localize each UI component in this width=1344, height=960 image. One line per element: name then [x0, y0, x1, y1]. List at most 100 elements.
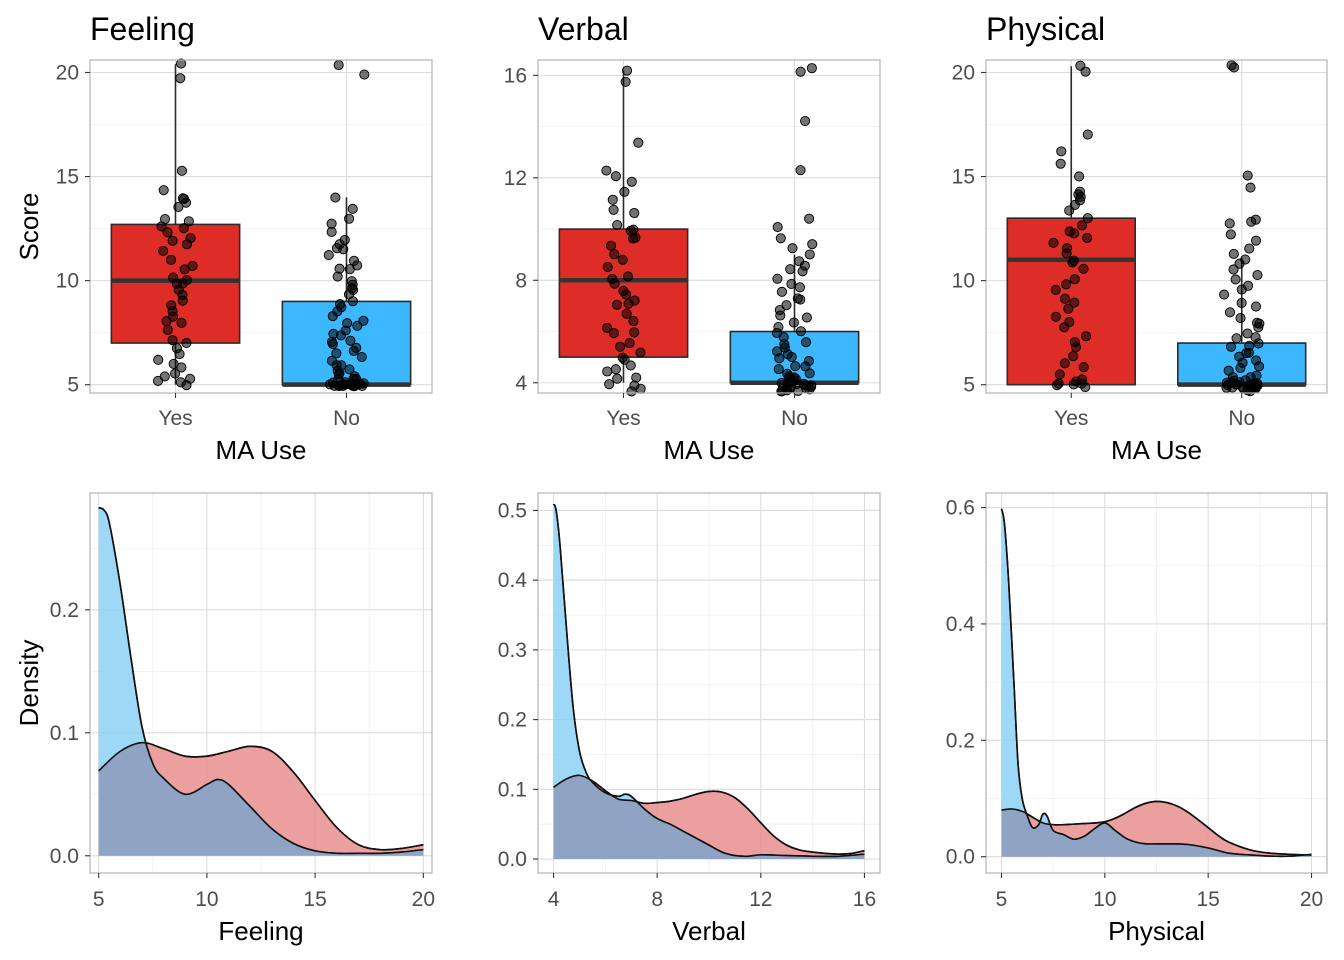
y-tick-label: 15	[952, 166, 975, 189]
data-point	[615, 341, 626, 352]
y-tick-label: 0.0	[50, 845, 79, 868]
x-tick-label: 16	[853, 888, 876, 911]
y-tick-label: 0.1	[498, 778, 527, 801]
data-point	[1056, 146, 1067, 157]
x-tick-label: Yes	[606, 407, 640, 430]
data-point	[1082, 129, 1093, 140]
data-point	[1078, 362, 1089, 373]
data-point	[181, 337, 192, 349]
x-axis-label: Physical	[1108, 916, 1205, 946]
data-point	[602, 322, 613, 333]
data-point	[785, 264, 796, 275]
data-point	[1059, 293, 1071, 304]
data-point	[633, 137, 644, 148]
data-point	[626, 176, 637, 187]
data-point	[1059, 358, 1070, 369]
data-point	[787, 243, 798, 254]
data-point	[1254, 361, 1265, 372]
data-point	[612, 219, 623, 231]
data-point	[344, 264, 355, 275]
data-point	[624, 338, 635, 349]
data-point	[347, 203, 358, 214]
data-point	[772, 221, 783, 233]
data-point	[610, 364, 621, 375]
y-tick-label: 5	[67, 374, 79, 397]
data-point	[608, 328, 619, 339]
data-point	[176, 165, 188, 176]
density-overlap	[553, 775, 865, 860]
data-point	[1078, 263, 1089, 274]
data-point	[1050, 284, 1061, 295]
data-point	[1228, 264, 1239, 275]
y-tick-label: 0.5	[498, 499, 527, 522]
panel-border	[985, 492, 1328, 874]
density-overlap	[98, 742, 424, 856]
data-point	[175, 73, 186, 84]
data-point	[1235, 362, 1246, 374]
y-tick-label: 0.1	[50, 722, 79, 745]
data-point	[620, 76, 631, 87]
data-point	[330, 192, 341, 203]
y-tick-label: 0.2	[946, 729, 975, 752]
data-point	[327, 338, 338, 350]
y-axis-label: Density	[14, 640, 44, 727]
y-axis-label: Score	[14, 193, 44, 261]
data-point	[1236, 297, 1247, 308]
data-point	[327, 311, 338, 322]
x-tick-label: 5	[996, 888, 1008, 911]
x-tick-label: 10	[1093, 888, 1116, 911]
data-point	[629, 327, 640, 338]
data-point	[1221, 382, 1232, 393]
data-point	[795, 294, 806, 305]
y-tick-label: 0.6	[946, 497, 975, 520]
x-tick-label: No	[1228, 407, 1255, 430]
data-point	[602, 366, 613, 377]
x-tick-label: Yes	[158, 407, 192, 430]
data-point	[1224, 218, 1235, 229]
data-point	[1082, 213, 1093, 224]
y-tick-label: 0.2	[50, 599, 79, 622]
data-point	[359, 69, 370, 80]
data-point	[788, 317, 799, 328]
data-point	[356, 352, 367, 363]
data-point	[1069, 228, 1080, 239]
data-point	[181, 197, 192, 208]
data-point	[333, 59, 344, 71]
data-point	[170, 368, 181, 379]
data-point	[795, 66, 806, 77]
data-point	[1061, 248, 1072, 259]
panel-border	[89, 59, 433, 394]
data-point	[181, 380, 192, 391]
data-point	[153, 354, 164, 365]
data-point	[617, 254, 628, 265]
data-point	[774, 353, 785, 364]
x-tick-label: No	[333, 407, 360, 430]
data-point	[609, 278, 620, 289]
data-point	[1067, 257, 1078, 268]
data-point	[181, 239, 193, 250]
y-tick-label: 0.4	[946, 613, 976, 636]
data-point	[179, 264, 190, 275]
x-axis-label: MA Use	[215, 435, 306, 465]
data-point	[602, 261, 613, 273]
data-point	[162, 324, 173, 335]
x-axis-label: MA Use	[1111, 435, 1202, 465]
data-point	[1253, 338, 1264, 349]
data-point	[794, 282, 806, 293]
data-point	[158, 245, 169, 256]
data-point	[1234, 258, 1245, 269]
y-tick-label: 16	[504, 64, 527, 87]
boxplot-panel-2: 5 10 15 20 Yes No Physical MA Use	[952, 11, 1328, 465]
data-point	[1250, 301, 1262, 312]
data-point	[800, 337, 812, 348]
data-point	[152, 375, 164, 386]
data-point	[1225, 229, 1236, 240]
data-point	[800, 115, 811, 127]
data-point	[612, 373, 623, 384]
data-point	[345, 335, 356, 346]
data-point	[1080, 331, 1092, 342]
density-outline-yes	[553, 774, 865, 855]
data-point	[1080, 66, 1091, 77]
data-point	[1055, 158, 1066, 169]
